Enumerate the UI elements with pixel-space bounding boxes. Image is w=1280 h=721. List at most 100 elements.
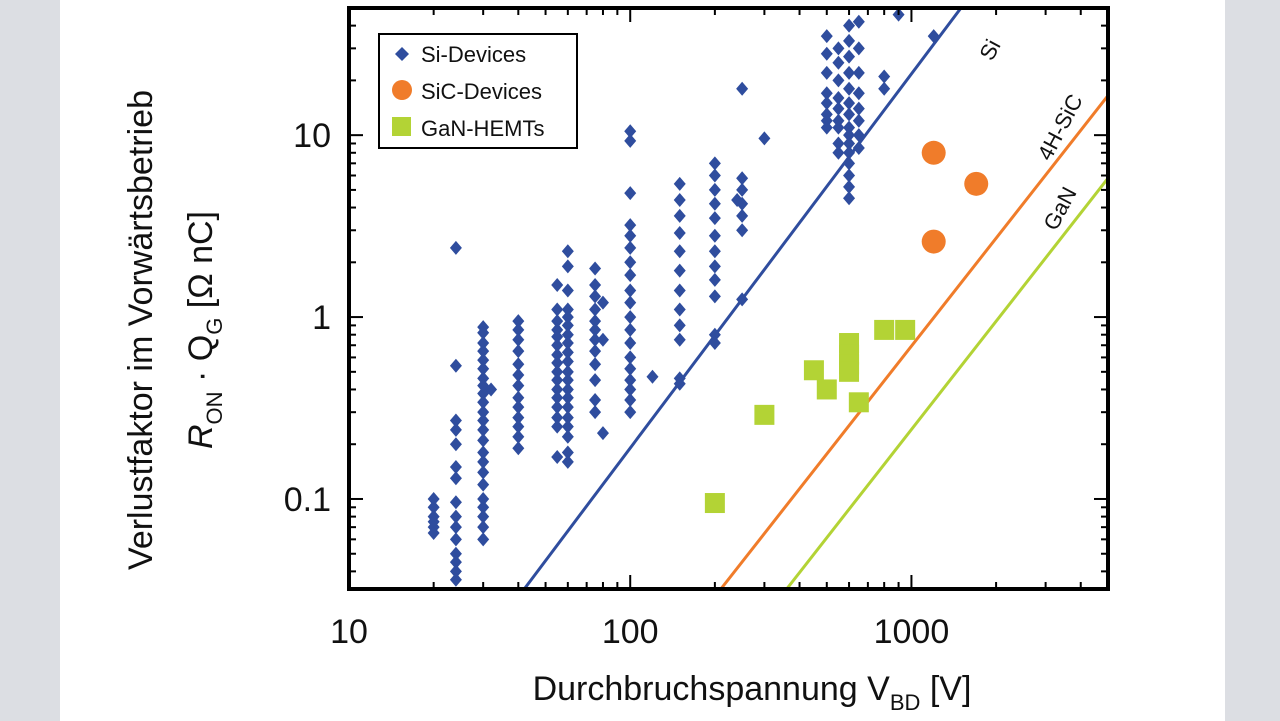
point-si-devices xyxy=(878,69,891,84)
point-si-devices xyxy=(852,140,865,155)
point-si-devices xyxy=(624,382,637,397)
point-si-devices xyxy=(832,91,845,106)
point-si-devices xyxy=(561,429,574,444)
legend-label-sic: SiC-Devices xyxy=(421,79,542,104)
point-si-devices xyxy=(477,532,490,547)
point-si-devices xyxy=(673,244,686,259)
legend-entry-sic: SiC-Devices xyxy=(392,79,542,104)
point-gan-hemts xyxy=(839,361,860,382)
point-si-devices xyxy=(843,18,856,33)
limit-line-4h-sic xyxy=(719,94,1108,589)
legend-label-gan: GaN-HEMTs xyxy=(421,116,544,141)
point-si-devices xyxy=(843,65,856,80)
point-si-devices xyxy=(708,259,721,274)
point-si-devices xyxy=(820,96,833,111)
point-si-devices xyxy=(589,393,602,408)
point-si-devices xyxy=(561,419,574,434)
point-si-devices xyxy=(512,441,525,456)
x-axis-title-sub: BD xyxy=(890,690,921,715)
point-si-devices xyxy=(512,429,525,444)
point-si-devices xyxy=(589,405,602,420)
point-si-devices xyxy=(561,445,574,460)
point-si-devices xyxy=(551,278,564,293)
point-gan-hemts xyxy=(874,319,895,340)
point-si-devices xyxy=(477,413,490,428)
point-si-devices xyxy=(843,191,856,206)
point-si-devices xyxy=(477,520,490,535)
point-sic-devices xyxy=(921,140,946,165)
point-si-devices xyxy=(477,422,490,437)
point-si-devices xyxy=(589,357,602,372)
point-si-devices xyxy=(589,373,602,388)
point-si-devices xyxy=(561,327,574,342)
point-si-devices xyxy=(852,128,865,143)
point-si-devices xyxy=(449,437,462,452)
point-si-devices xyxy=(477,477,490,492)
point-si-devices xyxy=(551,400,564,415)
legend-box xyxy=(378,33,578,149)
point-si-devices xyxy=(843,128,856,143)
point-si-devices xyxy=(449,532,462,547)
legend-marker-sic xyxy=(392,80,412,100)
x-axis-title: Durchbruchspannung VBD [V] xyxy=(533,670,972,715)
point-si-devices xyxy=(561,373,574,388)
plot-area xyxy=(427,8,1108,589)
point-si-devices xyxy=(624,240,637,255)
point-si-devices xyxy=(843,49,856,64)
point-si-devices xyxy=(589,261,602,276)
point-gan-hemts xyxy=(704,493,725,514)
point-si-devices xyxy=(832,73,845,88)
point-si-devices xyxy=(512,390,525,405)
point-si-devices xyxy=(624,133,637,148)
y-axis-title-line2: RON · QG [Ω nC] xyxy=(182,211,227,449)
y-axis-title-unit: [Ω nC] xyxy=(182,211,220,318)
point-si-devices xyxy=(832,145,845,160)
point-si-devices xyxy=(551,355,564,370)
point-si-devices xyxy=(551,390,564,405)
point-si-devices xyxy=(832,120,845,135)
legend-entry-si: Si-Devices xyxy=(395,42,526,67)
point-si-devices xyxy=(561,454,574,469)
point-si-devices xyxy=(449,459,462,474)
point-si-devices xyxy=(624,322,637,337)
point-si-devices xyxy=(843,96,856,111)
point-si-devices xyxy=(820,46,833,61)
point-si-devices xyxy=(512,322,525,337)
point-si-devices xyxy=(561,390,574,405)
point-si-devices xyxy=(673,193,686,208)
point-si-devices xyxy=(673,376,686,391)
point-si-devices xyxy=(731,193,744,208)
point-si-devices xyxy=(624,228,637,243)
point-si-devices xyxy=(708,182,721,197)
point-si-devices xyxy=(736,81,749,96)
point-si-devices xyxy=(449,546,462,561)
point-si-devices xyxy=(708,156,721,171)
point-si-devices xyxy=(673,302,686,317)
line-label-sic: 4H-SiC xyxy=(1032,90,1087,164)
limit-line-gan xyxy=(785,177,1108,589)
point-si-devices xyxy=(832,101,845,116)
point-si-devices xyxy=(832,136,845,151)
point-si-devices xyxy=(512,357,525,372)
point-si-devices xyxy=(449,240,462,255)
legend-marker-gan xyxy=(392,117,411,136)
point-si-devices xyxy=(561,244,574,259)
line-label-si: Si xyxy=(974,35,1005,64)
point-si-devices xyxy=(551,329,564,344)
point-si-devices xyxy=(449,358,462,373)
point-si-devices xyxy=(477,336,490,351)
point-si-devices xyxy=(624,393,637,408)
plot-content xyxy=(427,8,1108,589)
point-si-devices xyxy=(843,145,856,160)
point-si-devices xyxy=(561,410,574,425)
point-si-devices xyxy=(512,419,525,434)
point-si-devices xyxy=(673,318,686,333)
point-si-devices xyxy=(512,314,525,329)
point-si-devices xyxy=(449,572,462,587)
point-si-devices xyxy=(561,400,574,415)
point-si-devices xyxy=(624,268,637,283)
point-si-devices xyxy=(624,350,637,365)
point-si-devices xyxy=(449,495,462,510)
point-si-devices xyxy=(624,255,637,270)
